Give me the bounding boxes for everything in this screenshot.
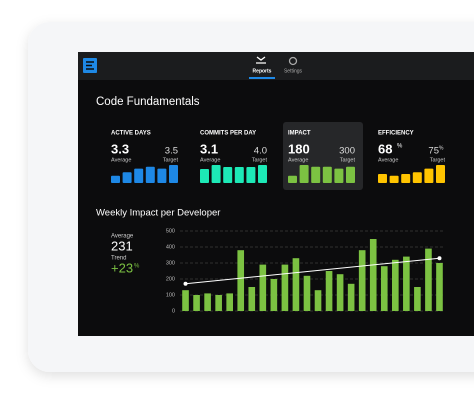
metric-mini-bar bbox=[389, 175, 399, 183]
metric-value: 180 bbox=[288, 141, 310, 156]
trend-point bbox=[437, 256, 442, 261]
metric-mini-bar bbox=[169, 165, 178, 183]
metric-mini-bar bbox=[378, 174, 387, 183]
metric-label: IMPACT bbox=[288, 131, 311, 137]
y-tick-label: 400 bbox=[166, 244, 175, 250]
metric-mini-bar bbox=[223, 167, 233, 183]
y-tick-label: 200 bbox=[166, 276, 175, 282]
nav-tab[interactable]: Settings bbox=[284, 68, 303, 74]
metric-mini-bar bbox=[311, 166, 321, 183]
summary-average: 231 bbox=[111, 238, 133, 253]
bar bbox=[182, 290, 189, 311]
y-tick-label: 100 bbox=[166, 292, 175, 298]
bar bbox=[336, 274, 344, 311]
bar bbox=[259, 264, 267, 311]
bar bbox=[414, 287, 421, 311]
bar bbox=[358, 250, 366, 311]
metric-mini-bar bbox=[122, 172, 132, 183]
metric-mini-bar bbox=[211, 165, 221, 183]
metric-value-label: Average bbox=[200, 157, 220, 163]
metric-mini-bar bbox=[157, 168, 167, 183]
metric-value: 3.3 bbox=[111, 141, 129, 156]
y-tick-label: 0 bbox=[172, 308, 175, 314]
bar bbox=[204, 293, 211, 311]
bar bbox=[226, 293, 233, 311]
metric-mini-bar bbox=[246, 167, 256, 183]
bar bbox=[369, 239, 377, 311]
metric-target: 300 bbox=[339, 146, 355, 157]
metric-mini-bar bbox=[424, 168, 434, 183]
bar bbox=[425, 248, 432, 311]
metric-target-label: Target bbox=[163, 157, 179, 163]
metric-target-unit: % bbox=[439, 145, 444, 151]
metric-mini-bar bbox=[334, 168, 344, 183]
bar bbox=[270, 279, 278, 311]
bar bbox=[314, 290, 322, 311]
metric-value-label: Average bbox=[111, 157, 131, 163]
metric-mini-bar bbox=[288, 175, 297, 183]
metric-mini-bar bbox=[258, 165, 267, 183]
metric-target-label: Target bbox=[340, 157, 356, 163]
logo-glyph bbox=[86, 61, 94, 70]
bar bbox=[347, 283, 355, 311]
metric-target: 3.5 bbox=[165, 146, 178, 157]
reports-icon bbox=[256, 56, 266, 64]
metric-unit: % bbox=[397, 144, 403, 150]
metric-value: 3.1 bbox=[200, 141, 218, 156]
metric-mini-bar bbox=[145, 166, 155, 183]
active-tab-underline bbox=[249, 77, 275, 79]
trend-point bbox=[183, 281, 188, 286]
metric-card-hit[interactable] bbox=[283, 122, 363, 190]
section-title: Code Fundamentals bbox=[96, 96, 200, 108]
bar bbox=[215, 295, 222, 311]
bar bbox=[292, 258, 300, 311]
y-tick-label: 300 bbox=[166, 260, 175, 266]
summary-trend-unit: % bbox=[134, 264, 140, 270]
metric-target: 4.0 bbox=[254, 146, 267, 157]
metric-label: ACTIVE DAYS bbox=[111, 131, 151, 137]
bar bbox=[392, 259, 399, 311]
metric-mini-bar bbox=[412, 172, 422, 183]
bar bbox=[436, 263, 443, 311]
metric-value: 68 bbox=[378, 141, 392, 156]
chart-title: Weekly Impact per Developer bbox=[96, 208, 220, 219]
bar bbox=[325, 271, 333, 311]
summary-average-label: Average bbox=[111, 234, 134, 240]
metric-mini-bar bbox=[234, 167, 244, 183]
metric-mini-bar bbox=[346, 166, 355, 183]
bar bbox=[281, 264, 289, 311]
top-bar bbox=[78, 52, 474, 80]
bar bbox=[237, 250, 245, 311]
bar bbox=[248, 287, 256, 311]
metric-label: COMMITS PER DAY bbox=[200, 131, 256, 137]
metric-mini-bar bbox=[436, 165, 445, 183]
metric-mini-bar bbox=[200, 169, 209, 183]
summary-trend-label: Trend bbox=[111, 256, 126, 262]
metric-mini-bar bbox=[299, 165, 309, 183]
bar bbox=[403, 256, 410, 311]
metric-value-label: Average bbox=[288, 157, 308, 163]
metric-label: EFFICIENCY bbox=[378, 131, 414, 137]
trend-line bbox=[185, 257, 440, 285]
metric-mini-bar bbox=[401, 174, 411, 183]
metric-mini-bar bbox=[134, 168, 144, 183]
metric-target: 75 bbox=[428, 146, 439, 157]
settings-icon bbox=[288, 56, 298, 66]
y-tick-label: 500 bbox=[166, 228, 175, 234]
summary-trend: +23 bbox=[111, 260, 133, 275]
metric-target-label: Target bbox=[430, 157, 446, 163]
metric-target-label: Target bbox=[252, 157, 268, 163]
metric-mini-bar bbox=[322, 166, 332, 183]
metric-value-label: Average bbox=[378, 157, 398, 163]
nav-tab[interactable]: Reports bbox=[253, 68, 272, 74]
bar bbox=[380, 266, 388, 311]
bar bbox=[193, 295, 200, 311]
metric-mini-bar bbox=[111, 175, 120, 183]
bar bbox=[303, 275, 311, 311]
